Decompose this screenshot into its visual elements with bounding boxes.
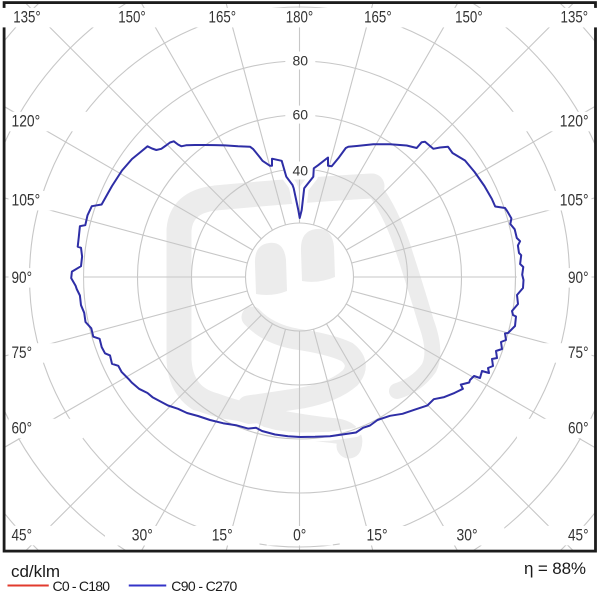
svg-text:90°: 90° — [12, 269, 33, 287]
svg-text:80: 80 — [293, 53, 309, 69]
svg-text:150°: 150° — [118, 9, 146, 27]
svg-text:165°: 165° — [364, 9, 392, 27]
svg-text:180°: 180° — [286, 9, 314, 27]
svg-text:90°: 90° — [568, 269, 589, 287]
svg-text:135°: 135° — [561, 9, 589, 27]
svg-text:165°: 165° — [209, 9, 237, 27]
svg-text:60°: 60° — [12, 420, 33, 438]
svg-text:120°: 120° — [12, 113, 41, 131]
svg-text:0°: 0° — [293, 527, 306, 545]
svg-text:C90 - C270: C90 - C270 — [171, 578, 237, 594]
svg-text:45°: 45° — [568, 527, 589, 545]
svg-text:15°: 15° — [212, 527, 233, 545]
svg-text:15°: 15° — [367, 527, 388, 545]
svg-text:40: 40 — [293, 163, 309, 179]
svg-text:60: 60 — [293, 107, 309, 123]
svg-text:105°: 105° — [12, 192, 41, 210]
svg-text:135°: 135° — [13, 9, 41, 27]
svg-text:η = 88%: η = 88% — [524, 559, 586, 578]
svg-text:75°: 75° — [12, 344, 33, 362]
svg-text:105°: 105° — [560, 192, 589, 210]
svg-text:30°: 30° — [132, 527, 153, 545]
svg-text:150°: 150° — [455, 9, 483, 27]
svg-text:120°: 120° — [560, 113, 589, 131]
svg-text:60°: 60° — [568, 420, 589, 438]
svg-text:75°: 75° — [568, 344, 589, 362]
svg-text:45°: 45° — [12, 527, 33, 545]
svg-text:C0 - C180: C0 - C180 — [53, 578, 111, 594]
svg-text:30°: 30° — [457, 527, 478, 545]
